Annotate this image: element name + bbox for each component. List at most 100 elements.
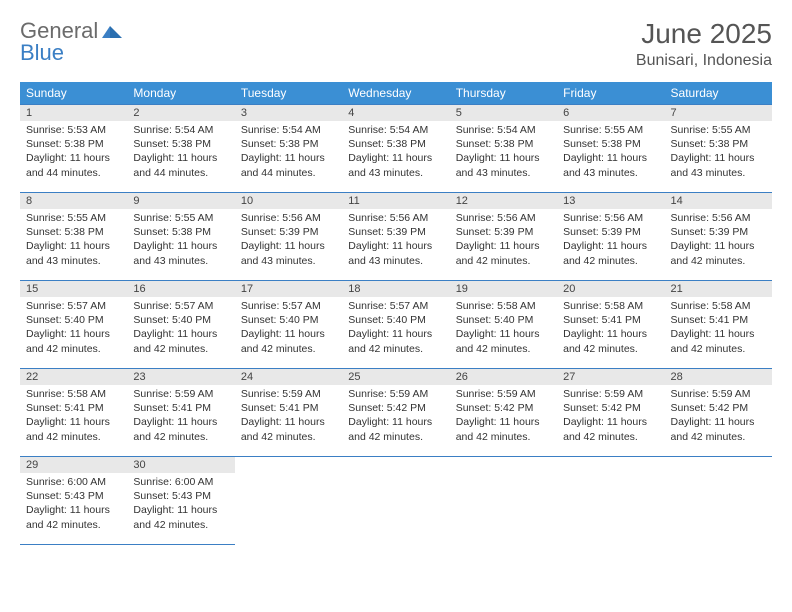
daylight-line: Daylight: 11 hours and 42 minutes. — [26, 327, 121, 355]
calendar-body: 1Sunrise: 5:53 AMSunset: 5:38 PMDaylight… — [20, 105, 772, 545]
calendar-day-cell: 17Sunrise: 5:57 AMSunset: 5:40 PMDayligh… — [235, 281, 342, 369]
day-content: Sunrise: 6:00 AMSunset: 5:43 PMDaylight:… — [127, 473, 234, 536]
sunrise-line: Sunrise: 5:55 AM — [563, 123, 658, 137]
day-number: 22 — [20, 369, 127, 385]
sunset-line: Sunset: 5:40 PM — [348, 313, 443, 327]
sunrise-line: Sunrise: 6:00 AM — [133, 475, 228, 489]
daylight-line: Daylight: 11 hours and 43 minutes. — [26, 239, 121, 267]
day-number: 15 — [20, 281, 127, 297]
sunrise-line: Sunrise: 5:59 AM — [671, 387, 766, 401]
day-number: 23 — [127, 369, 234, 385]
day-content: Sunrise: 5:53 AMSunset: 5:38 PMDaylight:… — [20, 121, 127, 184]
day-number: 1 — [20, 105, 127, 121]
calendar-week-row: 29Sunrise: 6:00 AMSunset: 5:43 PMDayligh… — [20, 457, 772, 545]
sunrise-line: Sunrise: 5:59 AM — [133, 387, 228, 401]
calendar-day-cell: 11Sunrise: 5:56 AMSunset: 5:39 PMDayligh… — [342, 193, 449, 281]
day-number: 19 — [450, 281, 557, 297]
sunrise-line: Sunrise: 5:54 AM — [348, 123, 443, 137]
day-content: Sunrise: 5:59 AMSunset: 5:41 PMDaylight:… — [235, 385, 342, 448]
calendar-day-cell: 29Sunrise: 6:00 AMSunset: 5:43 PMDayligh… — [20, 457, 127, 545]
daylight-line: Daylight: 11 hours and 43 minutes. — [241, 239, 336, 267]
day-number: 16 — [127, 281, 234, 297]
calendar-day-cell: 20Sunrise: 5:58 AMSunset: 5:41 PMDayligh… — [557, 281, 664, 369]
sunset-line: Sunset: 5:40 PM — [26, 313, 121, 327]
sunset-line: Sunset: 5:38 PM — [348, 137, 443, 151]
calendar-day-cell: 25Sunrise: 5:59 AMSunset: 5:42 PMDayligh… — [342, 369, 449, 457]
calendar-day-cell: 21Sunrise: 5:58 AMSunset: 5:41 PMDayligh… — [665, 281, 772, 369]
calendar-table: Sunday Monday Tuesday Wednesday Thursday… — [20, 82, 772, 545]
day-content: Sunrise: 5:58 AMSunset: 5:41 PMDaylight:… — [665, 297, 772, 360]
daylight-line: Daylight: 11 hours and 42 minutes. — [671, 327, 766, 355]
day-content: Sunrise: 5:59 AMSunset: 5:42 PMDaylight:… — [342, 385, 449, 448]
daylight-line: Daylight: 11 hours and 43 minutes. — [563, 151, 658, 179]
day-content: Sunrise: 5:58 AMSunset: 5:40 PMDaylight:… — [450, 297, 557, 360]
daylight-line: Daylight: 11 hours and 42 minutes. — [241, 327, 336, 355]
sunset-line: Sunset: 5:41 PM — [671, 313, 766, 327]
day-number: 27 — [557, 369, 664, 385]
location: Bunisari, Indonesia — [636, 52, 772, 70]
sunrise-line: Sunrise: 5:57 AM — [133, 299, 228, 313]
sunset-line: Sunset: 5:41 PM — [563, 313, 658, 327]
sunrise-line: Sunrise: 5:56 AM — [348, 211, 443, 225]
day-number: 13 — [557, 193, 664, 209]
weekday-header: Wednesday — [342, 82, 449, 105]
calendar-day-cell — [557, 457, 664, 545]
daylight-line: Daylight: 11 hours and 44 minutes. — [133, 151, 228, 179]
calendar-day-cell: 27Sunrise: 5:59 AMSunset: 5:42 PMDayligh… — [557, 369, 664, 457]
calendar-day-cell: 30Sunrise: 6:00 AMSunset: 5:43 PMDayligh… — [127, 457, 234, 545]
sunset-line: Sunset: 5:38 PM — [671, 137, 766, 151]
daylight-line: Daylight: 11 hours and 42 minutes. — [133, 503, 228, 531]
day-content: Sunrise: 5:56 AMSunset: 5:39 PMDaylight:… — [665, 209, 772, 272]
day-number: 2 — [127, 105, 234, 121]
calendar-day-cell: 3Sunrise: 5:54 AMSunset: 5:38 PMDaylight… — [235, 105, 342, 193]
day-content: Sunrise: 5:57 AMSunset: 5:40 PMDaylight:… — [342, 297, 449, 360]
sunset-line: Sunset: 5:39 PM — [671, 225, 766, 239]
sunset-line: Sunset: 5:38 PM — [133, 137, 228, 151]
sunrise-line: Sunrise: 5:55 AM — [26, 211, 121, 225]
daylight-line: Daylight: 11 hours and 42 minutes. — [348, 415, 443, 443]
calendar-day-cell: 1Sunrise: 5:53 AMSunset: 5:38 PMDaylight… — [20, 105, 127, 193]
calendar-day-cell: 24Sunrise: 5:59 AMSunset: 5:41 PMDayligh… — [235, 369, 342, 457]
day-content: Sunrise: 5:57 AMSunset: 5:40 PMDaylight:… — [20, 297, 127, 360]
day-content: Sunrise: 5:56 AMSunset: 5:39 PMDaylight:… — [342, 209, 449, 272]
month-title: June 2025 — [636, 18, 772, 50]
daylight-line: Daylight: 11 hours and 44 minutes. — [241, 151, 336, 179]
day-number: 4 — [342, 105, 449, 121]
daylight-line: Daylight: 11 hours and 43 minutes. — [671, 151, 766, 179]
calendar-day-cell: 5Sunrise: 5:54 AMSunset: 5:38 PMDaylight… — [450, 105, 557, 193]
sunset-line: Sunset: 5:38 PM — [133, 225, 228, 239]
day-number: 6 — [557, 105, 664, 121]
sunset-line: Sunset: 5:38 PM — [456, 137, 551, 151]
daylight-line: Daylight: 11 hours and 42 minutes. — [348, 327, 443, 355]
day-content: Sunrise: 5:55 AMSunset: 5:38 PMDaylight:… — [557, 121, 664, 184]
day-number: 9 — [127, 193, 234, 209]
day-content: Sunrise: 5:55 AMSunset: 5:38 PMDaylight:… — [665, 121, 772, 184]
calendar-day-cell: 28Sunrise: 5:59 AMSunset: 5:42 PMDayligh… — [665, 369, 772, 457]
calendar-day-cell: 12Sunrise: 5:56 AMSunset: 5:39 PMDayligh… — [450, 193, 557, 281]
title-block: June 2025 Bunisari, Indonesia — [636, 18, 772, 70]
weekday-header: Friday — [557, 82, 664, 105]
daylight-line: Daylight: 11 hours and 43 minutes. — [133, 239, 228, 267]
calendar-day-cell: 13Sunrise: 5:56 AMSunset: 5:39 PMDayligh… — [557, 193, 664, 281]
sunrise-line: Sunrise: 5:56 AM — [563, 211, 658, 225]
sunrise-line: Sunrise: 5:56 AM — [456, 211, 551, 225]
calendar-day-cell: 18Sunrise: 5:57 AMSunset: 5:40 PMDayligh… — [342, 281, 449, 369]
sunrise-line: Sunrise: 5:57 AM — [348, 299, 443, 313]
calendar-day-cell: 26Sunrise: 5:59 AMSunset: 5:42 PMDayligh… — [450, 369, 557, 457]
day-content: Sunrise: 5:54 AMSunset: 5:38 PMDaylight:… — [450, 121, 557, 184]
daylight-line: Daylight: 11 hours and 43 minutes. — [456, 151, 551, 179]
calendar-day-cell — [450, 457, 557, 545]
day-number: 25 — [342, 369, 449, 385]
calendar-day-cell: 9Sunrise: 5:55 AMSunset: 5:38 PMDaylight… — [127, 193, 234, 281]
sunrise-line: Sunrise: 5:56 AM — [241, 211, 336, 225]
day-number: 14 — [665, 193, 772, 209]
day-number: 12 — [450, 193, 557, 209]
day-content: Sunrise: 5:56 AMSunset: 5:39 PMDaylight:… — [557, 209, 664, 272]
daylight-line: Daylight: 11 hours and 42 minutes. — [563, 415, 658, 443]
day-number: 20 — [557, 281, 664, 297]
day-number: 18 — [342, 281, 449, 297]
weekday-header: Sunday — [20, 82, 127, 105]
day-content: Sunrise: 5:55 AMSunset: 5:38 PMDaylight:… — [20, 209, 127, 272]
weekday-header: Saturday — [665, 82, 772, 105]
calendar-week-row: 22Sunrise: 5:58 AMSunset: 5:41 PMDayligh… — [20, 369, 772, 457]
